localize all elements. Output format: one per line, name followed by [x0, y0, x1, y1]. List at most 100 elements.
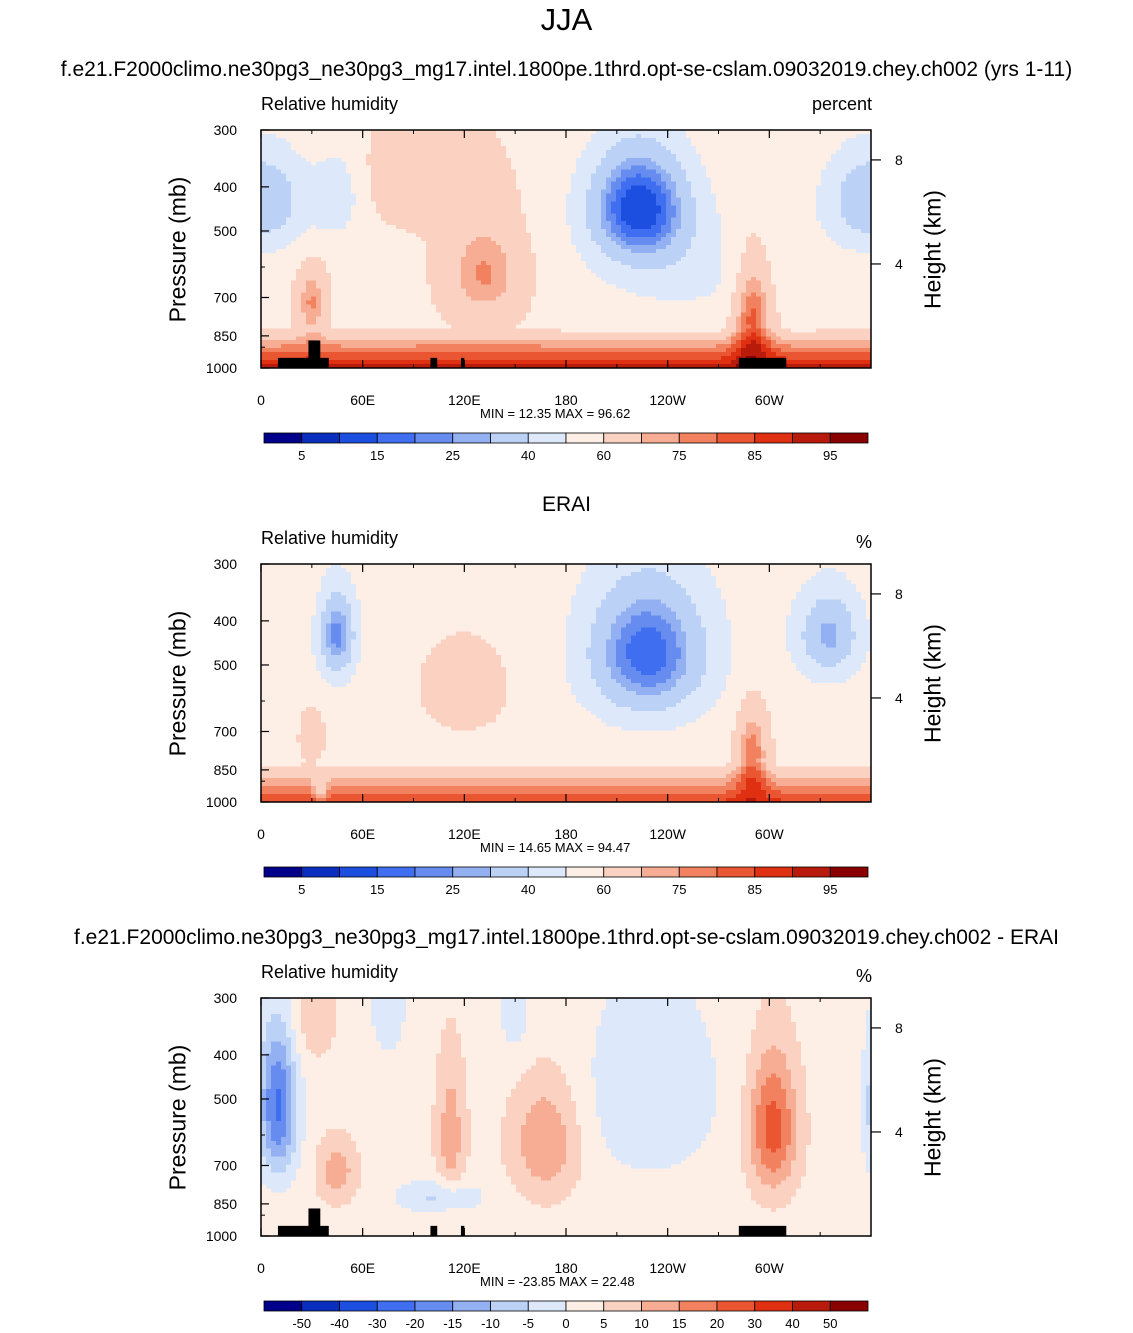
- heatmap-cell: [496, 245, 502, 250]
- heatmap-cell: [746, 197, 752, 202]
- heatmap-cell: [746, 173, 752, 179]
- heatmap-cell: [266, 217, 272, 222]
- heatmap-cell: [371, 268, 377, 274]
- heatmap-cell: [331, 137, 337, 143]
- heatmap-cell: [791, 157, 797, 163]
- heatmap-cell: [841, 264, 847, 270]
- heatmap-cell: [516, 181, 522, 187]
- heatmap-cell: [331, 205, 337, 210]
- heatmap-cell: [546, 205, 552, 210]
- heatmap-cell: [431, 169, 437, 175]
- heatmap-cell: [836, 141, 842, 147]
- heatmap-cell: [326, 213, 332, 218]
- heatmap-cell: [291, 137, 297, 143]
- heatmap-cell: [511, 137, 517, 143]
- heatmap-cell: [756, 161, 762, 167]
- heatmap-cell: [536, 173, 542, 179]
- heatmap-cell: [816, 149, 822, 155]
- heatmap-cell: [556, 145, 562, 151]
- heatmap-cell: [606, 241, 612, 246]
- heatmap-cell: [366, 201, 372, 206]
- heatmap-cell: [866, 264, 872, 270]
- heatmap-cell: [501, 272, 507, 278]
- heatmap-cell: [666, 209, 672, 214]
- heatmap-cell: [406, 133, 412, 139]
- heatmap-cell: [616, 229, 622, 234]
- heatmap-cell: [861, 169, 867, 175]
- heatmap-cell: [606, 237, 612, 242]
- heatmap-cell: [481, 221, 487, 226]
- heatmap-cell: [806, 268, 812, 274]
- heatmap-cell: [526, 185, 532, 191]
- heatmap-cell: [846, 133, 852, 139]
- heatmap-cell: [421, 252, 427, 258]
- heatmap-cell: [576, 256, 582, 262]
- heatmap-cell: [561, 221, 567, 226]
- heatmap-cell: [821, 217, 827, 222]
- heatmap-cell: [581, 133, 587, 139]
- heatmap-cell: [446, 272, 452, 278]
- heatmap-cell: [646, 201, 652, 206]
- heatmap-cell: [346, 145, 352, 151]
- heatmap-cell: [396, 245, 402, 250]
- heatmap-cell: [266, 181, 272, 187]
- heatmap-cell: [731, 185, 737, 191]
- heatmap-cell: [346, 225, 352, 230]
- heatmap-cell: [611, 245, 617, 250]
- heatmap-cell: [711, 264, 717, 270]
- heatmap-cell: [291, 249, 297, 254]
- heatmap-cell: [596, 260, 602, 266]
- heatmap-cell: [596, 193, 602, 199]
- heatmap-cell: [616, 272, 622, 278]
- heatmap-cell: [771, 276, 777, 282]
- heatmap-cell: [471, 268, 477, 274]
- heatmap-cell: [291, 149, 297, 155]
- heatmap-cell: [666, 213, 672, 218]
- heatmap-cell: [416, 229, 422, 234]
- heatmap-cell: [306, 193, 312, 199]
- heatmap-cell: [441, 133, 447, 139]
- heatmap-cell: [646, 225, 652, 230]
- heatmap-cell: [676, 201, 682, 206]
- heatmap-cell: [276, 268, 282, 274]
- heatmap-cell: [726, 201, 732, 206]
- heatmap-cell: [801, 245, 807, 250]
- heatmap-cell: [431, 189, 437, 195]
- heatmap-cell: [461, 260, 467, 266]
- heatmap-cell: [391, 260, 397, 266]
- heatmap-cell: [411, 173, 417, 179]
- heatmap-cell: [406, 256, 412, 262]
- heatmap-cell: [616, 213, 622, 218]
- heatmap-cell: [786, 237, 792, 242]
- heatmap-cell: [561, 280, 567, 286]
- heatmap-cell: [491, 288, 497, 294]
- heatmap-cell: [361, 221, 367, 226]
- heatmap-cell: [266, 260, 272, 266]
- heatmap-cell: [736, 149, 742, 155]
- heatmap-cell: [796, 161, 802, 167]
- heatmap-cell: [661, 149, 667, 155]
- heatmap-cell: [711, 149, 717, 155]
- heatmap-cell: [471, 245, 477, 250]
- heatmap-cell: [346, 137, 352, 143]
- heatmap-cell: [641, 268, 647, 274]
- heatmap-cell: [646, 185, 652, 191]
- heatmap-cell: [441, 217, 447, 222]
- heatmap-cell: [786, 268, 792, 274]
- heatmap-cell: [321, 252, 327, 258]
- heatmap-cell: [586, 197, 592, 202]
- heatmap-cell: [356, 252, 362, 258]
- heatmap-cell: [426, 268, 432, 274]
- heatmap-cell: [411, 165, 417, 171]
- heatmap-cell: [671, 288, 677, 294]
- heatmap-cell: [751, 221, 757, 226]
- heatmap-cell: [476, 165, 482, 171]
- heatmap-cell: [861, 260, 867, 266]
- heatmap-cell: [571, 177, 577, 183]
- heatmap-cell: [546, 256, 552, 262]
- heatmap-cell: [361, 268, 367, 274]
- heatmap-cell: [611, 189, 617, 195]
- heatmap-cell: [561, 245, 567, 250]
- heatmap-cell: [776, 249, 782, 254]
- heatmap-cell: [681, 264, 687, 270]
